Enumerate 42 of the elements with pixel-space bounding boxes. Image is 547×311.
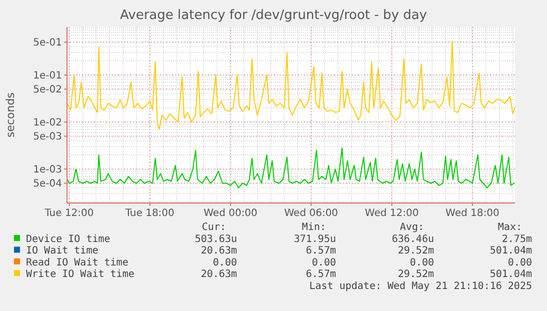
text: 371.95u: [294, 234, 336, 245]
text: Cur:: [202, 222, 226, 233]
line-series: [66, 148, 515, 188]
text: 20.63m: [200, 246, 237, 257]
legend-label: Write IO Wait time: [26, 269, 134, 280]
x-tick-label: Wed 00:00: [204, 208, 258, 219]
text: Max:: [498, 222, 522, 233]
text: 6.57m: [306, 269, 336, 280]
text: 2.75m: [502, 234, 532, 245]
text: 501.04m: [490, 246, 532, 257]
x-tick-label: Wed 06:00: [284, 208, 338, 219]
y-tick-label: 1e-01: [33, 70, 62, 82]
x-tick-label: Tue 18:00: [124, 208, 174, 219]
y-tick-label: 5e-01: [33, 38, 62, 49]
text: Avg:: [400, 222, 424, 233]
text: 0.00: [212, 257, 237, 268]
text: Last update: Wed May 21 21:10:16 2025: [309, 280, 532, 292]
text: 20.63m: [200, 269, 237, 280]
x-tick-label: Wed 12:00: [364, 208, 419, 219]
text: Min:: [302, 222, 326, 233]
legend-label: IO Wait time: [26, 246, 98, 257]
legend-label: Read IO Wait time: [26, 257, 128, 268]
text: 29.52m: [398, 269, 434, 280]
y-tick-label: 5e-03: [33, 132, 62, 143]
x-tick-label: Wed 18:00: [446, 208, 500, 219]
text: 6.57m: [306, 246, 336, 257]
text: 636.46u: [392, 234, 434, 245]
text: 503.63u: [194, 234, 237, 245]
legend-label: Device IO time: [26, 234, 110, 245]
text: 29.52m: [398, 246, 434, 257]
x-tick-label: Tue 12:00: [44, 208, 94, 219]
text: 501.04m: [490, 269, 532, 280]
chart-title: Average latency for /dev/grunt-vg/root - by day: [120, 8, 428, 23]
y-tick-label: 5e-02: [33, 84, 62, 96]
y-axis-title: seconds: [4, 92, 17, 138]
text: 0.00: [410, 257, 434, 268]
y-tick-label: 1e-02: [33, 118, 62, 129]
text: 0.00: [312, 257, 336, 268]
line-series: [66, 40, 516, 130]
y-tick-label: 5e-04: [33, 178, 62, 190]
y-tick-label: 1e-03: [33, 164, 62, 176]
text: 0.00: [508, 257, 532, 268]
